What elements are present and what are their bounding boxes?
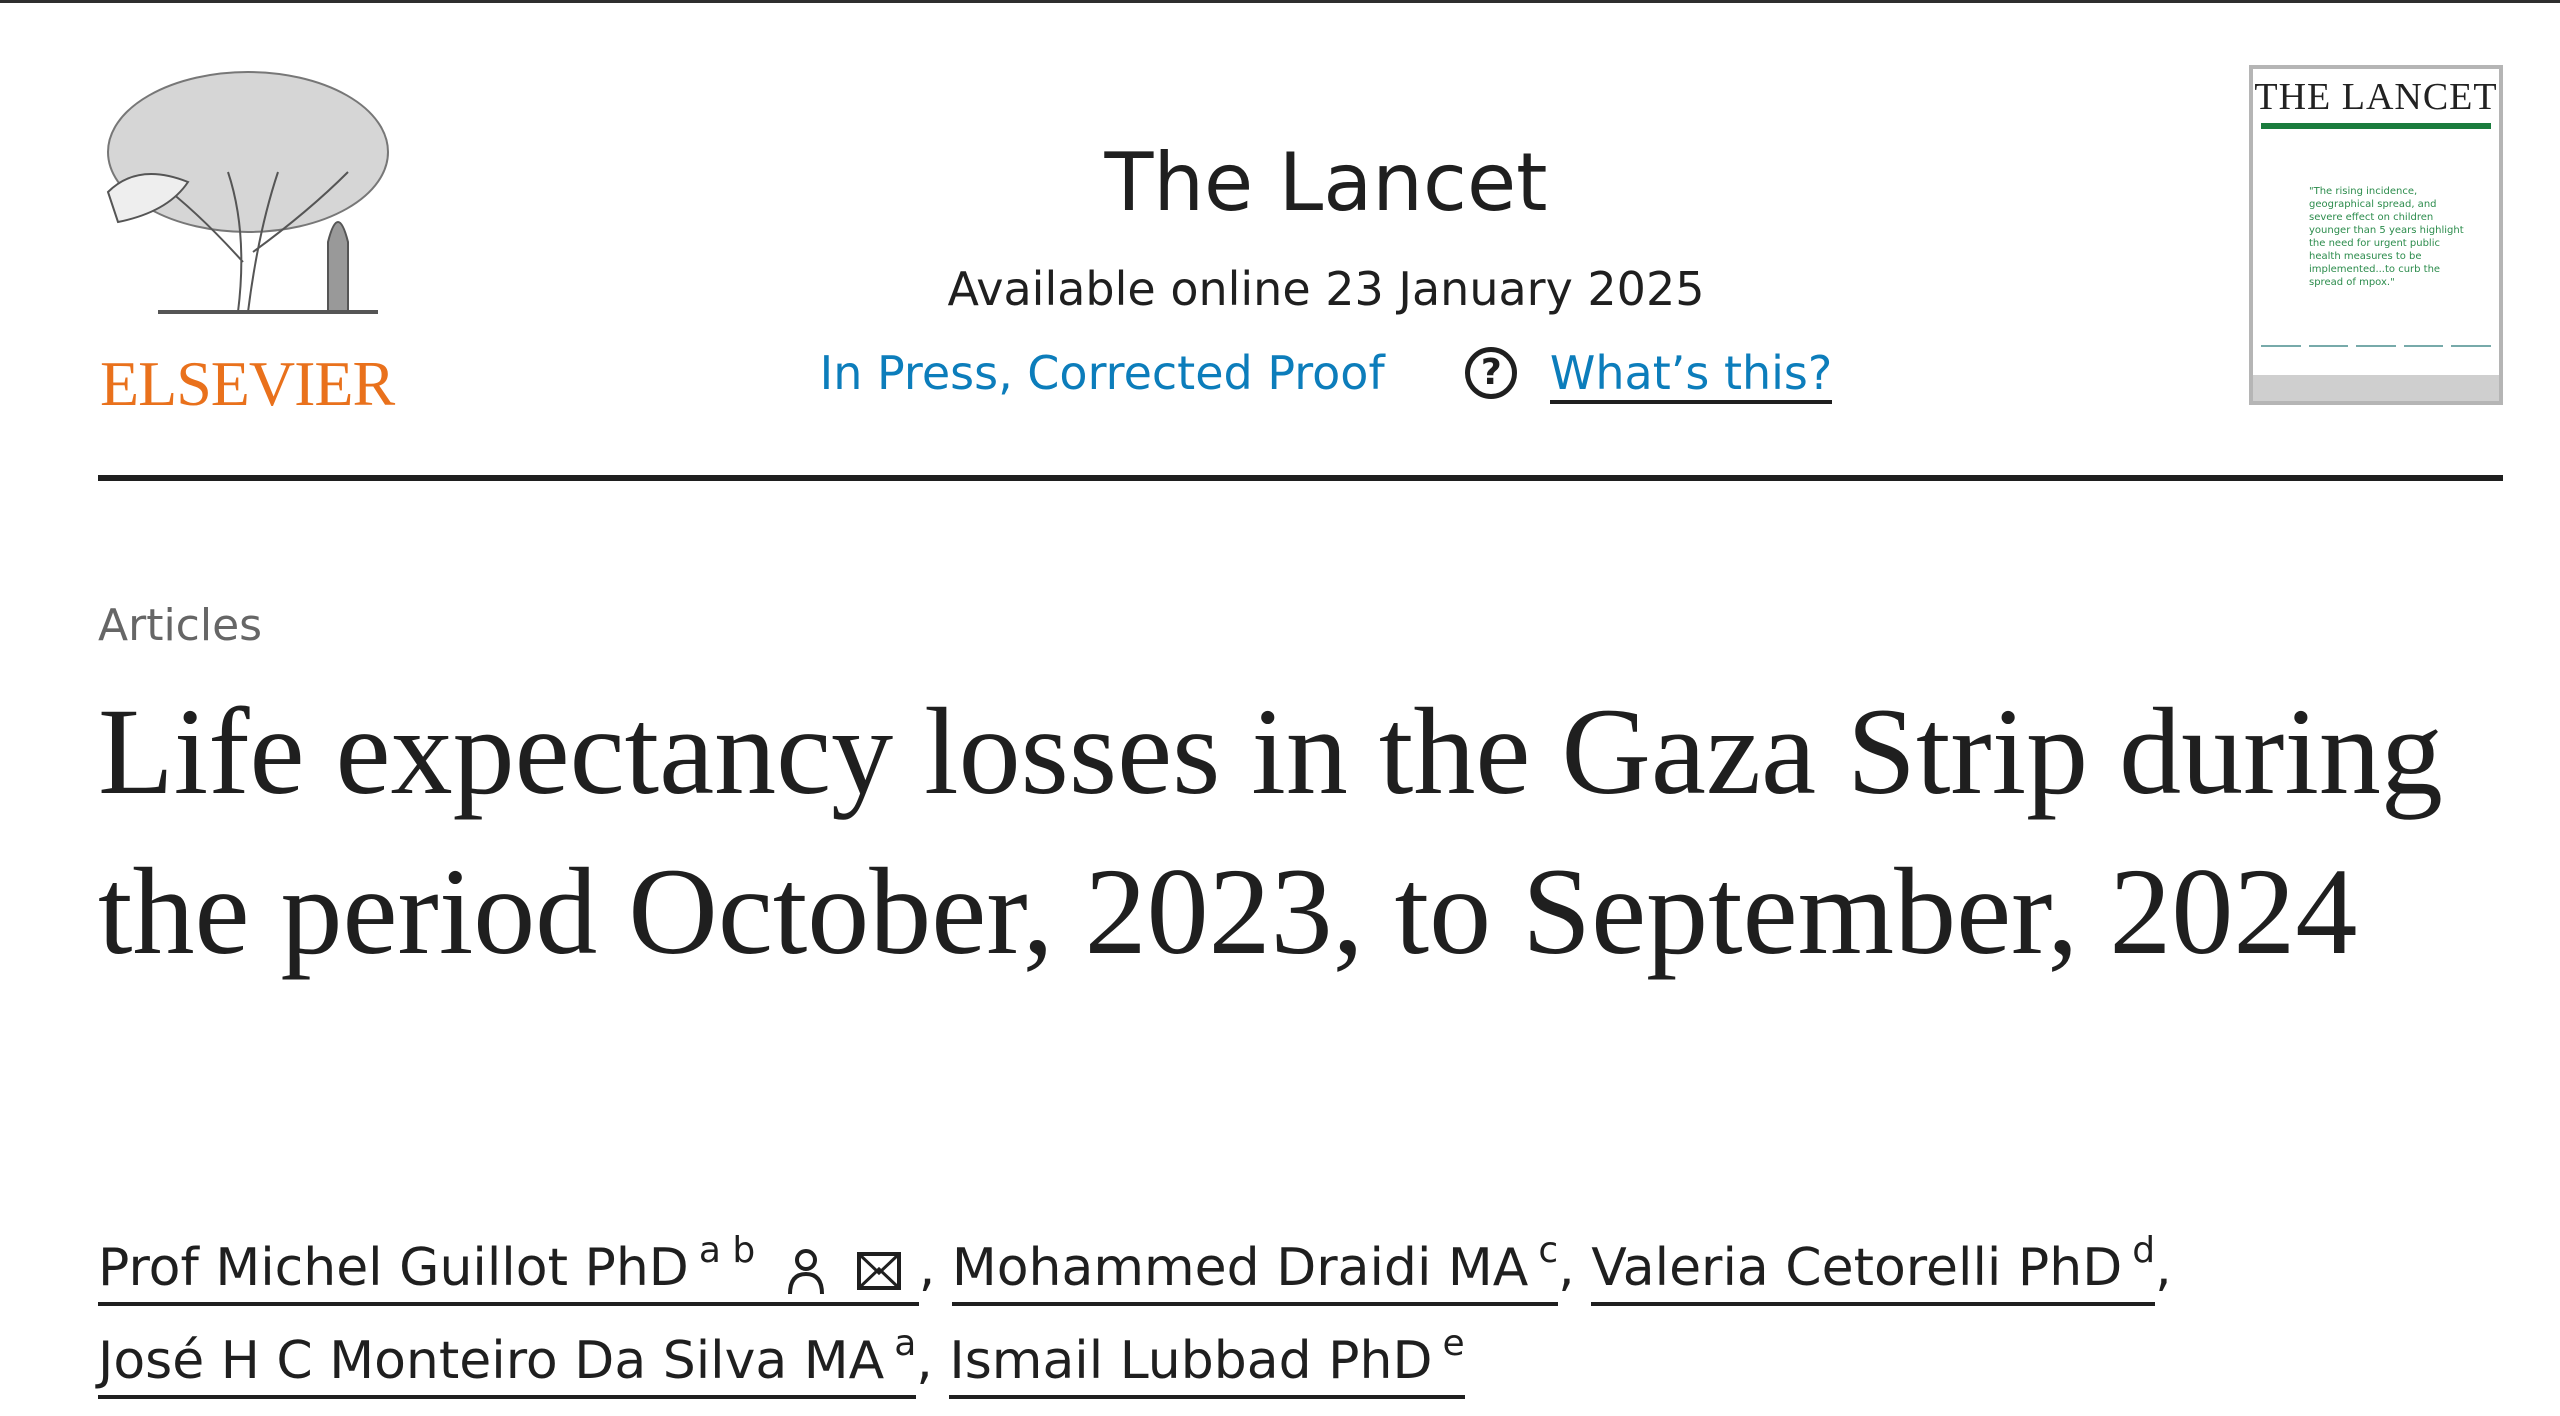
- separator: ,: [918, 1238, 936, 1298]
- author-link[interactable]: Mohammed Draidi MA c: [951, 1230, 1559, 1306]
- affiliation-ref[interactable]: d: [2132, 1230, 2156, 1271]
- author-name: Valeria Cetorelli PhD: [1591, 1238, 2123, 1298]
- available-date: Available online 23 January 2025: [947, 262, 1705, 316]
- journal-cover[interactable]: THE LANCET "The rising incidence, geogra…: [2249, 65, 2503, 405]
- author-link[interactable]: Valeria Cetorelli PhD d: [1591, 1230, 2156, 1306]
- separator: ,: [1558, 1238, 1575, 1298]
- whats-this-link[interactable]: What’s this?: [1549, 346, 1833, 404]
- author-link[interactable]: José H C Monteiro Da Silva MA a: [98, 1323, 917, 1399]
- affiliation-ref[interactable]: c: [1538, 1230, 1559, 1271]
- question-circle-icon[interactable]: ?: [1465, 346, 1518, 399]
- journal-title[interactable]: The Lancet: [1104, 136, 1548, 229]
- cover-title: THE LANCET: [2254, 76, 2498, 118]
- affiliation-ref[interactable]: a b: [698, 1230, 756, 1271]
- affiliation-ref[interactable]: e: [1442, 1323, 1465, 1364]
- author-name: José H C Monteiro Da Silva MA: [98, 1331, 885, 1391]
- person-icon[interactable]: [786, 1246, 826, 1296]
- status-row: In Press, Corrected Proof ? What’s this?: [726, 346, 1926, 404]
- affiliation-ref[interactable]: a: [894, 1323, 917, 1364]
- in-press-link[interactable]: In Press, Corrected Proof: [819, 346, 1385, 400]
- publisher-name: ELSEVIER: [100, 348, 395, 419]
- author-list: Prof Michel Guillot PhD a b , Mohammed Dr…: [98, 1222, 2498, 1408]
- cover-columns: [2261, 345, 2491, 371]
- separator: ,: [2155, 1238, 2172, 1298]
- email-icon[interactable]: [856, 1251, 902, 1291]
- header-divider: [98, 475, 2503, 481]
- author-link[interactable]: Prof Michel Guillot PhD a b: [98, 1230, 919, 1306]
- author-link[interactable]: Ismail Lubbad PhD e: [949, 1323, 1465, 1399]
- article-type: Articles: [98, 600, 263, 651]
- tree-icon: [106, 71, 389, 314]
- top-border: [0, 0, 2560, 3]
- author-name: Ismail Lubbad PhD: [949, 1331, 1433, 1391]
- author-name: Prof Michel Guillot PhD: [98, 1238, 689, 1298]
- cover-quote: "The rising incidence, geographical spre…: [2309, 186, 2464, 288]
- article-title: Life expectancy losses in the Gaza Strip…: [98, 683, 2443, 980]
- separator: ,: [916, 1331, 933, 1391]
- elsevier-logo[interactable]: ELSEVIER: [98, 62, 408, 419]
- author-name: Mohammed Draidi MA: [951, 1238, 1529, 1298]
- cover-bar: [2261, 123, 2491, 129]
- cover-footer: [2253, 375, 2499, 401]
